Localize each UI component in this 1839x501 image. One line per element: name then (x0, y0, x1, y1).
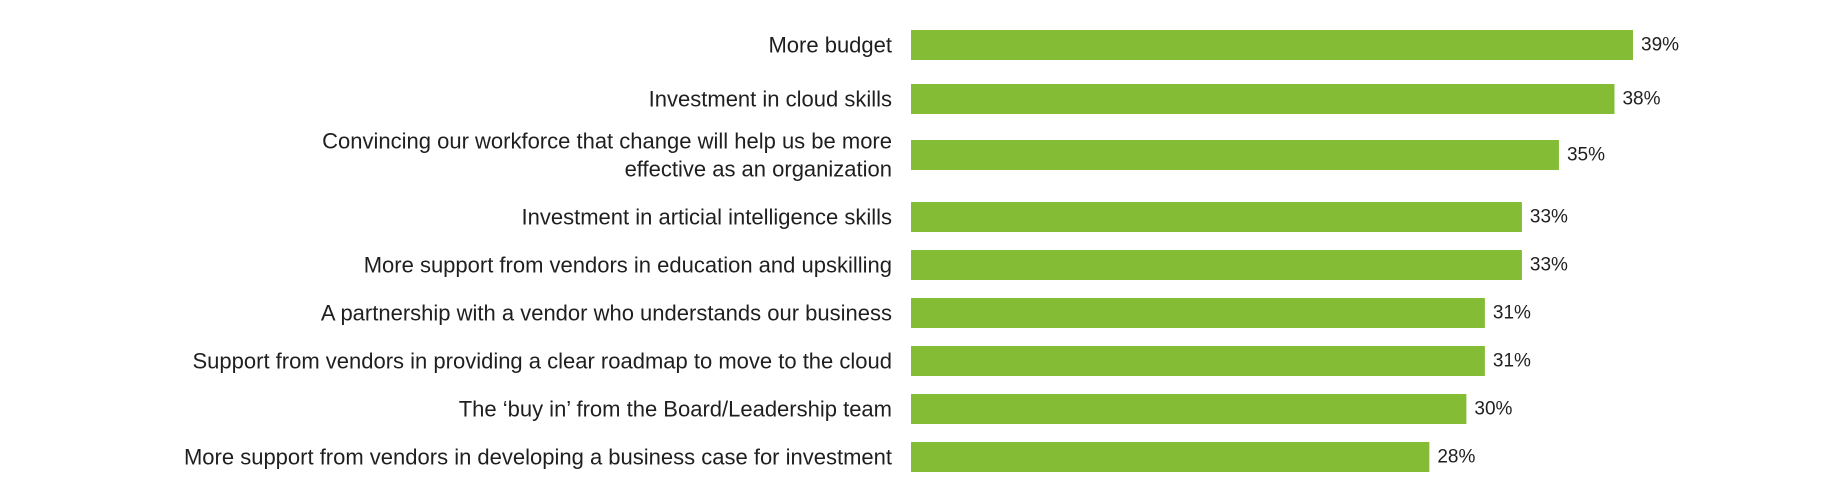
value-label: 31% (1493, 303, 1531, 324)
category-label: A partnership with a vendor who understa… (321, 301, 892, 326)
category-label-line: A partnership with a vendor who understa… (321, 301, 892, 326)
category-label-line: Support from vendors in providing a clea… (193, 349, 893, 374)
bars (911, 30, 1633, 472)
category-label-line: Investment in articial intelligence skil… (522, 205, 893, 230)
category-label-line: More support from vendors in education a… (364, 253, 892, 278)
bar (911, 202, 1522, 232)
category-label-line: More budget (768, 33, 892, 58)
bar (911, 298, 1485, 328)
category-label: The ‘buy in’ from the Board/Leadership t… (459, 397, 892, 422)
bar (911, 84, 1615, 114)
bar (911, 140, 1559, 170)
category-label-line: More support from vendors in developing … (184, 445, 892, 470)
value-label: 30% (1474, 399, 1512, 420)
bar (911, 30, 1633, 60)
value-label: 31% (1493, 351, 1531, 372)
category-label: Convincing our workforce that change wil… (322, 129, 892, 182)
category-label: More support from vendors in developing … (184, 445, 892, 470)
value-label: 35% (1567, 145, 1605, 166)
bar (911, 250, 1522, 280)
value-label: 38% (1622, 89, 1660, 110)
category-label: Support from vendors in providing a clea… (193, 349, 893, 374)
category-label: More budget (768, 33, 892, 58)
category-label: More support from vendors in education a… (364, 253, 892, 278)
category-label-line: effective as an organization (625, 157, 892, 182)
category-label: Investment in cloud skills (649, 87, 892, 112)
value-label: 33% (1530, 207, 1568, 228)
category-label-line: Investment in cloud skills (649, 87, 892, 112)
bar (911, 442, 1430, 472)
category-label: Investment in articial intelligence skil… (522, 205, 893, 230)
value-labels: 39% 38% 35% 33% 33% 31% 31% 30% 28% (1437, 35, 1679, 468)
category-labels: More budget Investment in cloud skills Con… (184, 33, 892, 470)
bar (911, 346, 1485, 376)
category-label-line: The ‘buy in’ from the Board/Leadership t… (459, 397, 892, 422)
category-label-line: Convincing our workforce that change wil… (322, 129, 892, 154)
value-label: 28% (1437, 447, 1475, 468)
value-label: 33% (1530, 255, 1568, 276)
bar (911, 394, 1467, 424)
value-label: 39% (1641, 35, 1679, 56)
